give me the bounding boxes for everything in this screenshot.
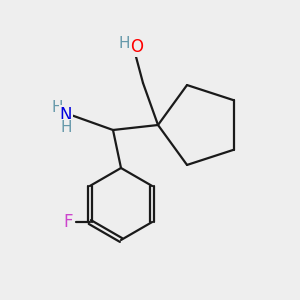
Text: H: H [51, 100, 63, 115]
Text: O: O [130, 38, 143, 56]
Text: N: N [60, 106, 72, 124]
Text: F: F [63, 213, 73, 231]
Text: H: H [60, 119, 72, 134]
Text: H: H [118, 35, 130, 50]
